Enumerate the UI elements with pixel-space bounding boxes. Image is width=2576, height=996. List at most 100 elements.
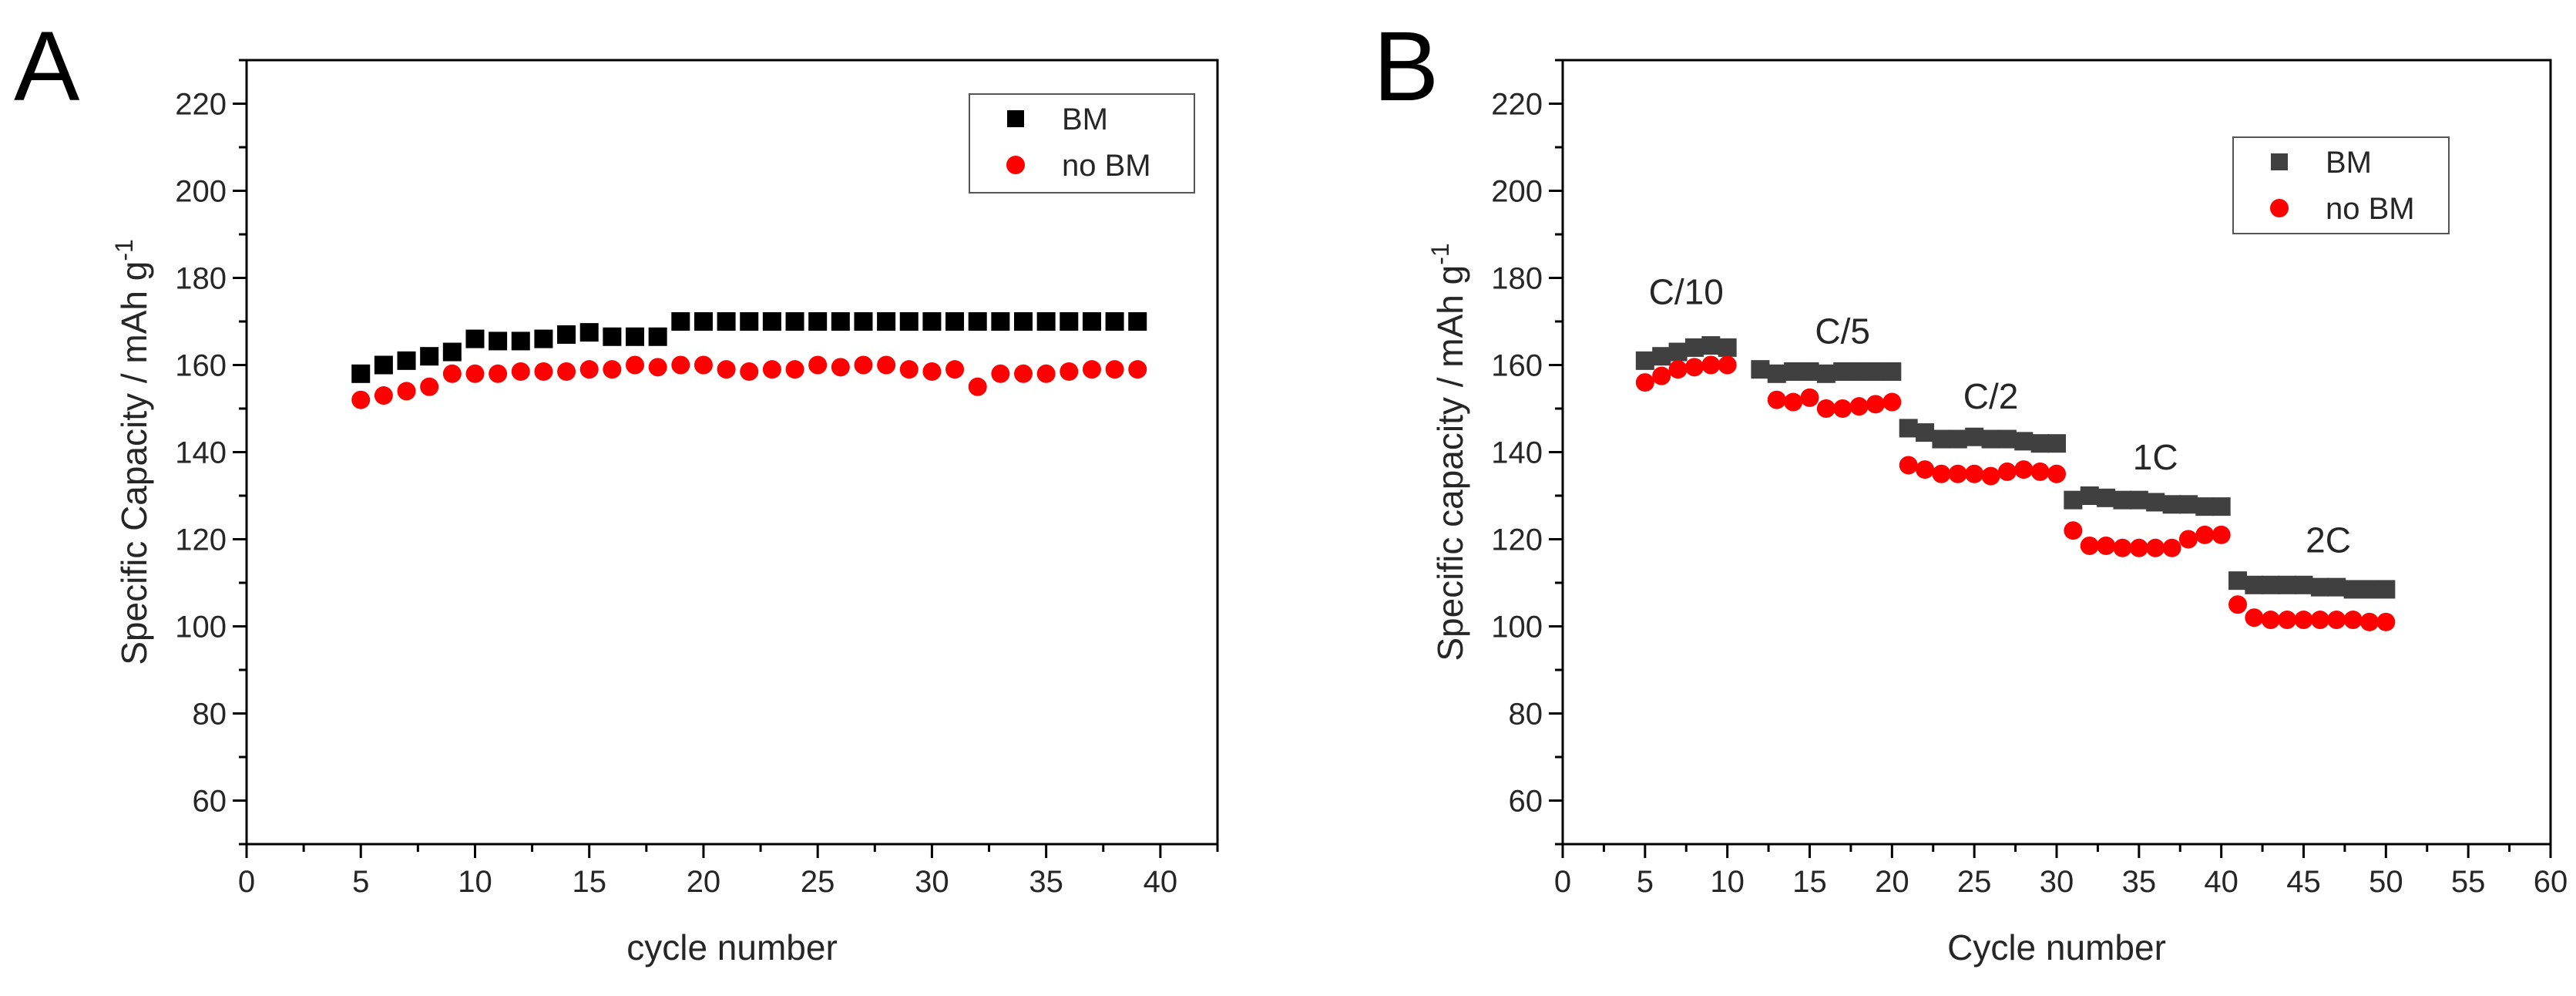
data-point-circle: [671, 355, 690, 375]
data-point-square: [2327, 577, 2346, 597]
data-point-square: [1751, 360, 1770, 379]
data-point-square: [694, 312, 713, 331]
x-tick-label: 30: [915, 865, 949, 899]
data-point-circle: [1932, 464, 1951, 483]
legend: BM no BM: [969, 93, 1195, 193]
data-point-circle: [945, 360, 965, 379]
x-tick-label: 5: [352, 865, 369, 899]
data-point-square: [2278, 575, 2297, 594]
data-point-square: [489, 331, 508, 351]
y-axis-label-main: Specific capacity / mAh g: [1430, 265, 1470, 661]
data-point-circle: [2212, 525, 2231, 544]
legend-box: [969, 93, 1195, 193]
data-point-circle: [740, 362, 759, 381]
data-point-circle: [534, 362, 553, 381]
data-point-circle: [1882, 392, 1902, 412]
data-point-circle: [603, 360, 622, 379]
data-point-square: [1981, 429, 2000, 449]
panel-label: A: [14, 12, 80, 122]
data-point-circle: [2146, 538, 2165, 557]
data-point-square: [1997, 429, 2017, 449]
data-point-square: [1668, 342, 1688, 362]
data-point-square: [2162, 495, 2181, 514]
data-point-circle: [442, 364, 462, 383]
data-point-circle: [831, 358, 850, 377]
data-point-square: [2245, 575, 2264, 594]
data-point-square: [2228, 571, 2248, 591]
data-point-circle: [2376, 612, 2396, 631]
data-point-square: [1932, 429, 1951, 449]
x-tick-label: 20: [687, 865, 721, 899]
data-point-circle: [1635, 373, 1654, 392]
y-tick-label: 100: [1491, 611, 1543, 644]
data-point-square: [968, 312, 987, 331]
data-point-square: [1718, 338, 1737, 357]
data-point-square: [442, 342, 462, 362]
x-tick-label: 0: [238, 865, 255, 899]
data-point-square: [2376, 580, 2396, 599]
data-point-square: [1635, 351, 1654, 370]
data-point-square: [2047, 434, 2066, 453]
data-point-circle: [1948, 464, 1967, 483]
legend-marker-square: [1007, 110, 1024, 127]
data-point-square: [1784, 362, 1803, 381]
legend-box: [2232, 136, 2450, 234]
data-point-square: [740, 312, 759, 331]
x-tick-label: 60: [2534, 865, 2568, 899]
data-point-circle: [2080, 536, 2099, 555]
data-point-circle: [2195, 525, 2215, 544]
data-point-circle: [465, 364, 485, 383]
panel-label: B: [1373, 12, 1439, 122]
legend-marker-circle: [1006, 156, 1025, 174]
data-point-circle: [2228, 595, 2248, 614]
data-point-square: [671, 312, 690, 331]
data-point-square: [1767, 364, 1786, 383]
data-point-square: [2212, 497, 2231, 517]
data-point-circle: [397, 382, 416, 401]
data-point-square: [2030, 434, 2050, 453]
data-point-circle: [2097, 536, 2116, 555]
x-tick-label: 35: [2122, 865, 2157, 899]
legend-entry: no BM: [1062, 149, 1151, 183]
x-tick-label: 30: [2040, 865, 2074, 899]
x-tick-label: 0: [1554, 865, 1571, 899]
data-point-square: [1701, 336, 1721, 355]
data-point-circle: [420, 377, 439, 396]
y-tick-label: 180: [175, 262, 227, 296]
y-axis-label: Specific capacity / mAh g-1: [1426, 243, 1470, 661]
data-point-circle: [1965, 464, 1984, 483]
data-point-square: [1866, 362, 1885, 381]
data-point-circle: [2113, 538, 2132, 557]
y-tick-label: 80: [1509, 698, 1543, 732]
data-point-square: [1899, 419, 1918, 438]
data-point-square: [2097, 488, 2116, 507]
data-point-circle: [1082, 360, 1101, 379]
data-point-square: [1082, 312, 1101, 331]
data-point-circle: [2261, 611, 2280, 630]
data-point-circle: [808, 355, 828, 375]
data-point-circle: [991, 364, 1010, 383]
x-axis-label: Cycle number: [1947, 927, 2166, 967]
x-tick-label: 15: [572, 865, 606, 899]
data-point-circle: [2359, 612, 2379, 631]
y-tick-label: 200: [1491, 175, 1543, 209]
rate-annotation: C/10: [1649, 271, 1724, 311]
data-point-circle: [1036, 364, 1056, 383]
data-point-square: [1882, 362, 1902, 381]
data-point-circle: [1899, 456, 1918, 475]
data-point-square: [2195, 497, 2215, 517]
data-point-square: [557, 325, 576, 344]
data-point-square: [945, 312, 965, 331]
series-no-bm: [351, 355, 1147, 409]
data-point-circle: [374, 386, 393, 405]
series-bm: [1635, 336, 2396, 599]
rate-annotation: 2C: [2306, 520, 2351, 560]
data-point-square: [899, 312, 919, 331]
data-point-square: [603, 327, 622, 346]
x-tick-label: 40: [2204, 865, 2238, 899]
data-point-circle: [579, 360, 599, 379]
data-point-square: [1800, 362, 1819, 381]
rate-annotation: 1C: [2133, 437, 2178, 477]
series-bm: [351, 312, 1147, 383]
data-point-square: [991, 312, 1010, 331]
